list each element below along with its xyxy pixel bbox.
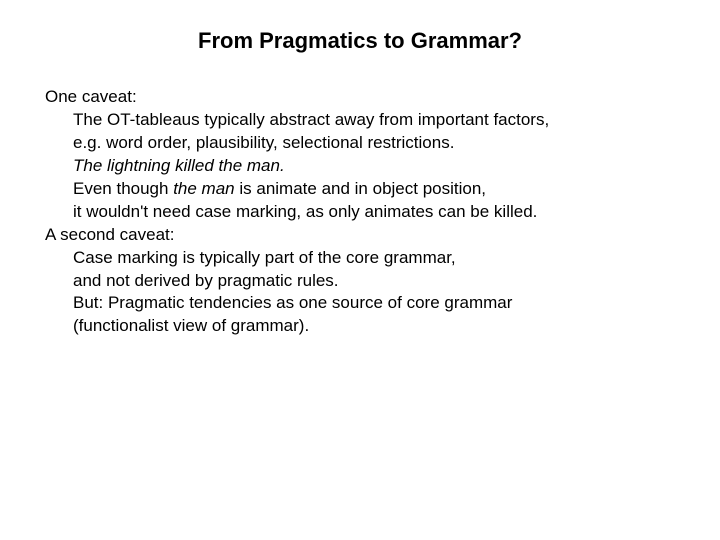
italic-phrase: the man	[173, 179, 234, 198]
text-line: and not derived by pragmatic rules.	[45, 270, 675, 293]
text-line: (functionalist view of grammar).	[45, 315, 675, 338]
text-line: The OT-tableaus typically abstract away …	[45, 109, 675, 132]
text-line: Even though the man is animate and in ob…	[45, 178, 675, 201]
text-part: is animate and in object position,	[235, 179, 486, 198]
text-line: it wouldn't need case marking, as only a…	[45, 201, 675, 224]
slide-body: One caveat: The OT-tableaus typically ab…	[45, 86, 675, 338]
text-line: But: Pragmatic tendencies as one source …	[45, 292, 675, 315]
text-part: Even though	[73, 179, 173, 198]
text-line: A second caveat:	[45, 224, 675, 247]
text-line: e.g. word order, plausibility, selection…	[45, 132, 675, 155]
text-line: One caveat:	[45, 86, 675, 109]
example-sentence: The lightning killed the man.	[45, 155, 675, 178]
text-line: Case marking is typically part of the co…	[45, 247, 675, 270]
slide-container: From Pragmatics to Grammar? One caveat: …	[0, 0, 720, 338]
slide-title: From Pragmatics to Grammar?	[45, 28, 675, 54]
